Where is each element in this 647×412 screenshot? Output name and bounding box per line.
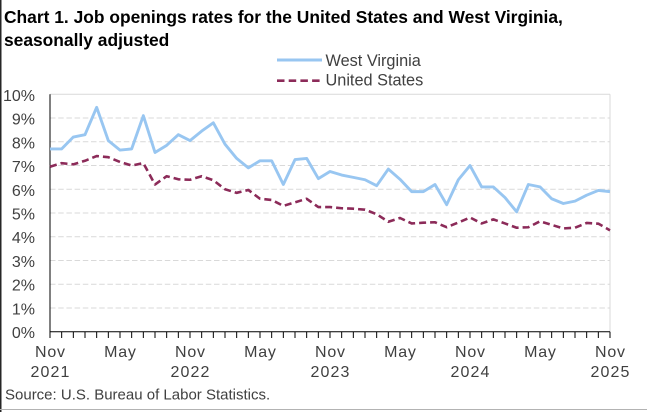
svg-text:10%: 10% — [3, 88, 35, 105]
svg-text:7%: 7% — [12, 159, 35, 176]
svg-text:Source: U.S. Bureau of Labor S: Source: U.S. Bureau of Labor Statistics. — [5, 387, 270, 404]
svg-text:May: May — [104, 344, 137, 361]
svg-text:2023: 2023 — [311, 364, 351, 381]
svg-text:Nov: Nov — [175, 344, 206, 361]
svg-text:Nov: Nov — [455, 344, 486, 361]
svg-text:2%: 2% — [12, 278, 35, 295]
svg-text:6%: 6% — [12, 183, 35, 200]
svg-text:3%: 3% — [12, 254, 35, 271]
svg-text:May: May — [524, 344, 557, 361]
svg-text:8%: 8% — [12, 135, 35, 152]
svg-text:West Virginia: West Virginia — [326, 52, 422, 70]
svg-text:May: May — [384, 344, 417, 361]
svg-text:9%: 9% — [12, 112, 35, 129]
svg-text:2022: 2022 — [171, 364, 211, 381]
svg-text:United States: United States — [326, 72, 424, 90]
svg-text:4%: 4% — [12, 230, 35, 247]
svg-text:May: May — [244, 344, 277, 361]
svg-text:Nov: Nov — [595, 344, 626, 361]
svg-text:5%: 5% — [12, 207, 35, 224]
svg-text:2025: 2025 — [591, 364, 631, 381]
svg-text:Nov: Nov — [315, 344, 346, 361]
svg-text:2024: 2024 — [451, 364, 491, 381]
svg-text:0%: 0% — [12, 325, 35, 342]
svg-text:2021: 2021 — [31, 364, 71, 381]
svg-text:1%: 1% — [12, 301, 35, 318]
svg-text:Nov: Nov — [35, 344, 66, 361]
